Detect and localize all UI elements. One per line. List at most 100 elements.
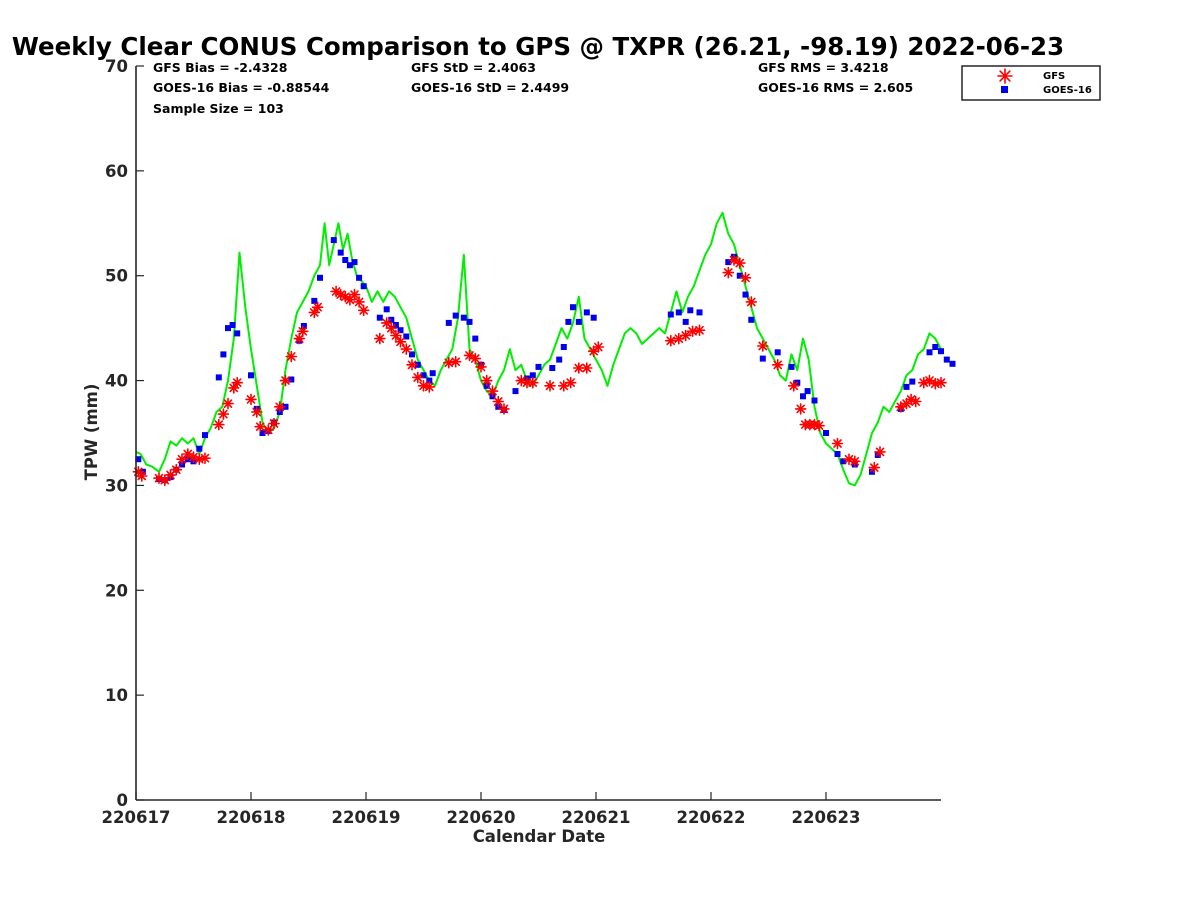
goes-point [800,393,806,400]
goes-point [234,330,241,337]
goes-point [748,316,755,323]
goes-point [460,314,467,321]
gfs-point [722,266,735,279]
goes-point [590,314,597,321]
gfs-point [544,379,556,392]
goes-point [356,274,363,281]
goes-point [535,363,542,370]
y-tick-label: 50 [105,267,128,286]
gfs-point [279,374,292,387]
y-tick-label: 70 [105,57,128,76]
goes-point [445,319,452,326]
gfs-point [486,385,499,397]
gfs-point [463,349,476,362]
y-tick-label: 20 [105,581,128,600]
gfs-point [693,324,706,337]
goes-point [229,322,236,328]
x-axis-label: Calendar Date [473,827,606,846]
goes-point [220,351,227,358]
y-tick-labels: 0 10 20 30 40 50 60 70 [105,57,128,810]
y-tick-label: 30 [105,476,128,495]
legend-goes-label: GOES-16 [1043,85,1092,96]
goes-point [667,311,674,318]
goes-point [804,388,811,395]
goes-point [696,309,703,316]
gfs-point [394,335,407,348]
legend-goes-marker [1001,86,1008,93]
goes-point [512,388,519,395]
gfs-point [411,371,424,384]
y-tick-label: 40 [105,372,128,391]
gfs-point [813,419,825,432]
gfs-point [664,334,677,347]
goes-point [903,383,910,390]
goes-point [472,335,479,342]
x-tick-label: 220617 [102,808,171,827]
goes-point [420,372,427,379]
goes-point [288,376,295,383]
gfs-point [733,257,746,269]
gfs-point [868,461,881,474]
goes-point [426,377,433,384]
goes-point [202,432,208,439]
goes-point [687,307,694,314]
goes-point [342,257,349,263]
goes-point [429,370,436,377]
legend-gfs-asterisk [997,68,1013,84]
gfs-point [745,296,758,308]
gfs-point [469,352,482,365]
gfs-point [385,322,398,334]
goes-point [376,314,383,321]
gfs-point [848,455,861,468]
gfs-point [400,343,413,355]
goes-point [259,430,266,436]
gps-series-line [135,211,942,487]
gfs-point [357,304,370,317]
goes-point [570,304,576,311]
x-tick-label: 220620 [447,808,516,827]
gfs-point [756,340,769,352]
gfs-point [296,325,309,338]
goes-point [926,349,933,356]
gfs-point [273,400,286,413]
gfs-point [213,418,225,431]
goes-point [135,456,142,463]
goes-point [300,323,307,329]
legend: GFS GOES-16 [961,65,1101,101]
goes-point [869,468,875,475]
goes-point [403,333,410,340]
gfs-point [480,374,493,387]
goes-point [392,322,399,328]
gfs-point [580,362,593,374]
x-tick-labels: 220617 220618 220619 220620 220621 220622 2206… [102,808,861,827]
gfs-point [771,358,784,371]
goes-point [556,356,563,363]
sample-size-stat: Sample Size = 103 [153,101,284,116]
legend-gfs-marker [997,68,1013,84]
y-tick-label: 0 [117,791,128,810]
goes-point [397,327,404,334]
goes-point [248,372,254,379]
goes-point [529,372,536,379]
legend-box [961,65,1101,101]
goes-point [834,451,841,457]
y-tick-label: 10 [105,686,128,705]
gfs-point [492,395,505,408]
plot-area [132,211,956,487]
goes-point [452,312,459,319]
goes-bias-stat: GOES-16 Bias = -0.88544 [153,80,330,95]
gfs-point [498,403,510,415]
gfs-point [348,288,361,301]
goes-point [196,445,203,452]
goes-point [742,291,749,298]
gfs-point [254,420,267,433]
goes-point [583,309,590,316]
goes-point [215,374,222,381]
goes-point [351,259,358,266]
gfs-point [373,332,386,345]
x-tick-label: 220623 [792,808,861,827]
gfs-std-stat: GFS StD = 2.4063 [411,60,536,75]
gfs-point [311,301,324,314]
x-tick-label: 220622 [677,808,746,827]
